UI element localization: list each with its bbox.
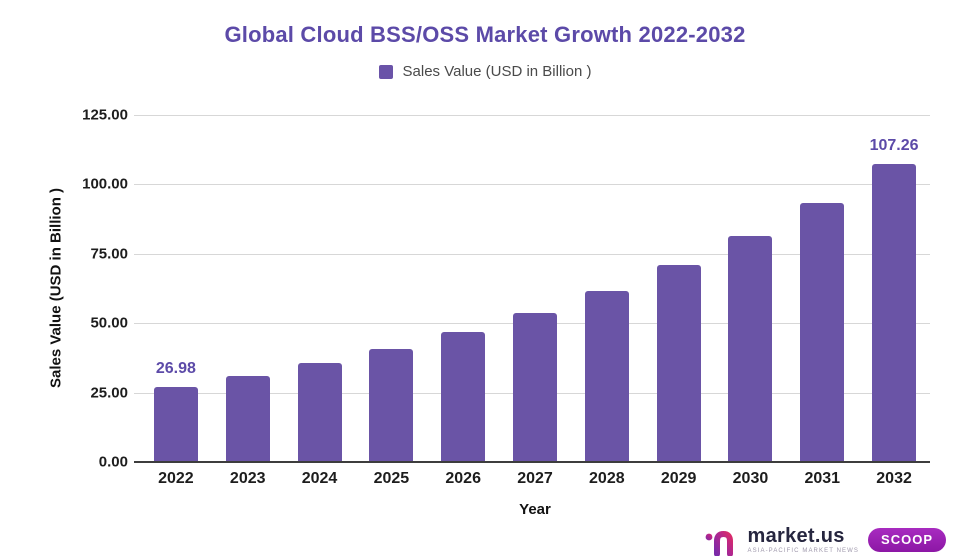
y-tick-label-0: 0.00 xyxy=(98,453,128,471)
y-tick-label-100: 100.00 xyxy=(82,175,128,193)
bar-2030 xyxy=(728,236,773,462)
x-tick-label-2032: 2032 xyxy=(876,470,912,487)
bar-2031 xyxy=(800,202,845,462)
x-axis-line xyxy=(134,461,930,463)
y-axis-labels: 0.00 25.00 50.00 75.00 100.00 125.00 xyxy=(0,107,128,471)
chart-title: Global Cloud BSS/OSS Market Growth 2022-… xyxy=(224,22,746,47)
x-tick-label-2024: 2024 xyxy=(301,470,338,487)
brand-footer: market.us ASIA-PACIFIC MARKET NEWS SCOOP xyxy=(705,524,946,556)
bar-2032 xyxy=(872,164,917,462)
x-axis-labels: 2022 2023 2024 2025 2026 2027 2028 2029 2030 2031… xyxy=(140,470,930,492)
value-label-2032: 107.26 xyxy=(869,137,919,155)
value-label-2022: 26.98 xyxy=(155,360,196,378)
x-tick-label-2023: 2023 xyxy=(229,470,266,487)
brand-name: market.us xyxy=(747,525,845,547)
bar-2024 xyxy=(297,363,342,462)
y-tick-label-25: 25.00 xyxy=(90,384,128,402)
x-tick-label-2030: 2030 xyxy=(732,470,769,487)
gridline-100 xyxy=(134,184,930,186)
plot-area: 26.98 107.26 xyxy=(134,115,930,463)
bar-2027 xyxy=(513,312,557,462)
x-tick-label-2026: 2026 xyxy=(445,470,481,487)
x-axis-title: Year xyxy=(519,501,551,518)
scoop-badge: SCOOP xyxy=(868,528,946,552)
x-tick-label-2027: 2027 xyxy=(517,470,553,487)
bar-2025 xyxy=(369,348,414,462)
bar-2029 xyxy=(656,265,701,462)
marketus-logo-icon xyxy=(705,526,739,556)
bar-2022 xyxy=(153,387,198,462)
y-tick-label-50: 50.00 xyxy=(90,314,128,332)
y-tick-label-75: 75.00 xyxy=(90,245,128,263)
x-tick-label-2029: 2029 xyxy=(660,470,697,487)
x-tick-label-2028: 2028 xyxy=(589,470,625,487)
bar-2028 xyxy=(584,290,629,462)
legend-label: Sales Value (USD in Billion ) xyxy=(402,63,592,80)
y-tick-label-125: 125.00 xyxy=(82,106,128,124)
x-tick-label-2022: 2022 xyxy=(158,470,194,487)
legend-swatch-icon xyxy=(378,64,393,79)
bar-2023 xyxy=(225,376,270,462)
x-tick-label-2031: 2031 xyxy=(804,470,841,487)
bar-2026 xyxy=(441,331,486,462)
gridline-75 xyxy=(134,253,930,255)
brand-text-block: market.us ASIA-PACIFIC MARKET NEWS xyxy=(748,526,860,554)
gridline-125 xyxy=(134,115,930,116)
x-tick-label-2025: 2025 xyxy=(373,470,410,487)
brand-tagline: ASIA-PACIFIC MARKET NEWS xyxy=(747,548,860,554)
legend: Sales Value (USD in Billion ) xyxy=(0,63,960,80)
